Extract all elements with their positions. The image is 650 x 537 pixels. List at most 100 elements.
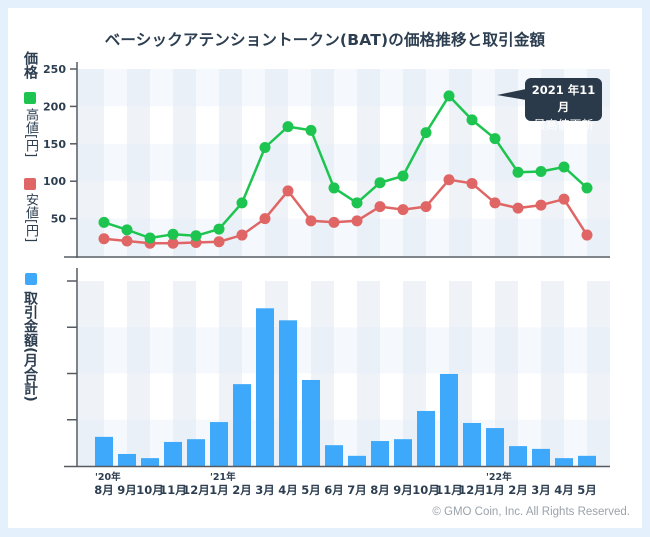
high-price-point (397, 170, 409, 182)
volume-bar (118, 453, 136, 466)
grid-stripe (403, 69, 426, 256)
price-lines (98, 90, 593, 249)
volume-bar (348, 455, 366, 466)
low-price-point (489, 197, 501, 209)
grid-stripe (449, 69, 472, 256)
high-price-point (489, 133, 501, 145)
price-y-tick-label: 250 (43, 63, 66, 76)
low-price-point (98, 233, 110, 245)
volume-bar (463, 422, 481, 466)
grid-stripe (78, 281, 104, 466)
axes (64, 62, 610, 468)
legend-volume-swatch (25, 273, 37, 285)
grid-band (78, 373, 610, 420)
high-price-point (305, 124, 317, 136)
grid-stripe (311, 69, 334, 256)
x-year-label: '22年 (486, 471, 512, 483)
x-tick-label: 8月 (94, 483, 114, 497)
grid-stripe (357, 281, 380, 466)
price-axis-label: 価格 (22, 51, 38, 79)
x-tick-label: 7月 (347, 483, 367, 497)
x-tick-label: 4月 (554, 483, 574, 497)
x-tick-label: 12月 (458, 483, 486, 497)
volume-bar (578, 455, 596, 466)
x-tick-label: 10月 (136, 483, 164, 497)
low-price-point (420, 201, 432, 213)
x-tick-label: 10月 (412, 483, 440, 497)
grid-stripe (265, 69, 288, 256)
volume-bar (187, 439, 205, 466)
x-tick-label: 11月 (435, 483, 463, 497)
volume-bar (164, 441, 182, 466)
legend-volume-label: 取引金額(月合計) (22, 291, 38, 402)
x-year-label: '20年 (95, 471, 121, 483)
high-price-point (581, 182, 593, 194)
grid-stripe (173, 69, 196, 256)
grid-stripe (127, 281, 150, 466)
low-price-point (374, 201, 386, 213)
high-price-point (144, 232, 156, 244)
low-price-point (351, 215, 363, 227)
x-tick-label: 11月 (159, 483, 187, 497)
volume-bar (141, 458, 159, 466)
price-y-tick-label: 150 (43, 138, 66, 151)
volume-bar (256, 308, 274, 466)
volume-bar (210, 422, 228, 466)
tooltip-date: 2021 年11 月 (531, 83, 596, 114)
x-year-label: '21年 (210, 471, 236, 483)
low-price-point (558, 193, 570, 205)
volume-bar (394, 439, 412, 466)
volume-bar (555, 458, 573, 466)
high-price-point (236, 197, 248, 209)
high-price-point (98, 216, 110, 228)
volume-bar (417, 410, 435, 466)
high-price-point (213, 223, 225, 235)
volume-bar (233, 384, 251, 466)
high-price-point (259, 142, 271, 154)
tooltip-text: 最高値更新 (533, 118, 594, 132)
annotation-tooltip: 2021 年11 月 最高値更新 (525, 78, 602, 132)
high-price-point (535, 165, 547, 177)
tooltip-tail (497, 89, 526, 100)
grid-stripe (127, 69, 150, 256)
grid-band (78, 281, 610, 328)
high-price-point (466, 114, 478, 126)
low-price-point (535, 199, 547, 211)
volume-bar (486, 428, 504, 466)
legend-low-label: 安値[円] (23, 193, 38, 243)
high-price-point (190, 230, 202, 242)
low-price-point (581, 229, 593, 241)
volume-bar (371, 441, 389, 466)
price-y-tick-label: 50 (51, 213, 67, 226)
volume-bar (532, 448, 550, 466)
x-tick-label: 2月 (232, 483, 252, 497)
price-plot-background (78, 69, 610, 256)
x-tick-label: 3月 (255, 483, 275, 497)
x-tick-label: 9月 (117, 483, 137, 497)
grid-stripe (587, 281, 610, 466)
legend-low-swatch (24, 178, 36, 190)
grid-band (78, 181, 610, 219)
volume-plot-background (78, 281, 610, 466)
volume-bar (95, 436, 113, 466)
x-tick-label: 8月 (370, 483, 390, 497)
volume-bar (440, 373, 458, 466)
x-tick-label: 4月 (278, 483, 298, 497)
low-price-point (213, 236, 225, 248)
x-tick-label: 9月 (393, 483, 413, 497)
high-price-point (512, 166, 524, 178)
grid-stripe (173, 281, 196, 466)
x-tick-label: 3月 (531, 483, 551, 497)
grid-stripe (78, 69, 104, 256)
volume-bar (509, 446, 527, 466)
low-price-line (103, 178, 589, 245)
grid-band (78, 218, 610, 256)
high-price-point (328, 182, 340, 194)
low-price-point (305, 215, 317, 227)
low-price-point (397, 204, 409, 216)
grid-stripe (495, 281, 518, 466)
x-tick-label: 2月 (508, 483, 528, 497)
legend-high-label: 高値[円] (23, 108, 38, 158)
